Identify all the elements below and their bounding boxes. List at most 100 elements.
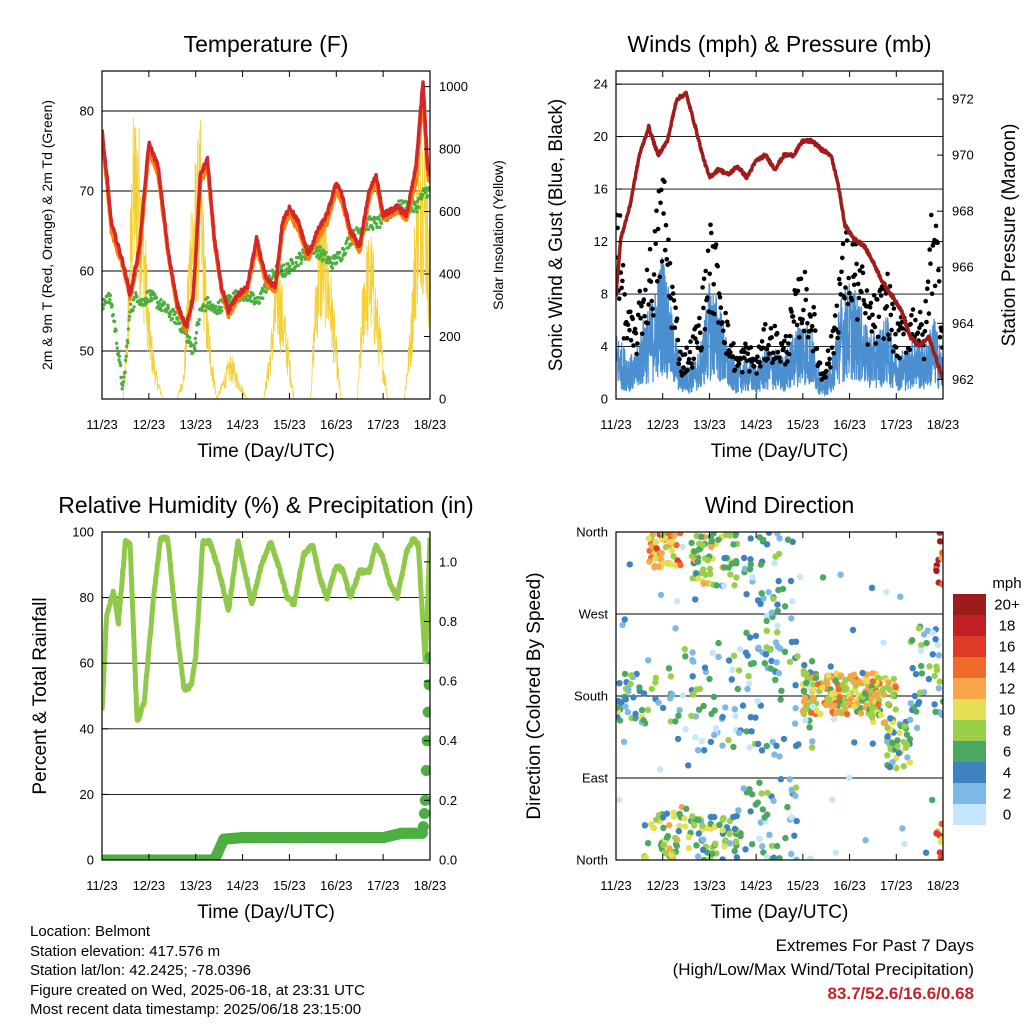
speed-legend: mph 20+ 18 16 14 12 10 8 6 4 2 0	[953, 575, 1022, 825]
point-dewpoint	[321, 257, 326, 261]
extremes-title: Extremes For Past 7 Days	[775, 936, 974, 955]
point-wind-direction	[909, 637, 916, 644]
point-wind-direction	[789, 598, 796, 605]
point-gust	[800, 317, 805, 322]
point-wind-direction	[896, 729, 903, 737]
y2-tick-label: 600	[439, 204, 461, 219]
point-wind-direction	[929, 651, 936, 658]
point-wind-direction	[739, 702, 747, 709]
point-wind-direction	[939, 549, 943, 556]
point-wind-direction	[741, 565, 749, 572]
point-wind-direction	[893, 754, 900, 762]
point-wind-direction	[809, 738, 816, 745]
point-wind-direction	[777, 776, 785, 783]
point-dewpoint	[135, 295, 139, 299]
legend-swatch	[953, 762, 986, 783]
point-gust	[649, 298, 654, 304]
point-gust	[855, 281, 861, 287]
point-wind-direction	[748, 728, 755, 735]
point-wind-direction	[723, 532, 730, 538]
legend-swatch	[953, 594, 986, 615]
point-gust	[672, 325, 678, 331]
point-wind-direction	[752, 714, 759, 721]
point-wind-direction	[620, 738, 628, 745]
point-gust	[894, 345, 899, 350]
point-gust	[662, 247, 668, 253]
point-wind-direction	[771, 560, 778, 567]
legend-swatch	[953, 636, 986, 657]
point-wind-direction	[792, 792, 799, 800]
point-wind-direction	[843, 711, 851, 718]
point-gust	[758, 364, 763, 369]
point-wind-direction	[768, 609, 775, 616]
point-wind-direction	[802, 705, 810, 713]
plot-border	[101, 70, 431, 400]
point-gust	[865, 342, 870, 347]
point-wind-direction	[819, 684, 826, 691]
point-gust	[886, 332, 891, 338]
point-gust	[867, 315, 872, 321]
point-gust	[677, 356, 682, 362]
point-dewpoint	[171, 308, 176, 312]
point-wind-direction	[760, 595, 767, 602]
point-wind-direction	[719, 742, 726, 749]
point-dewpoint	[108, 298, 112, 302]
point-gust	[658, 200, 663, 206]
point-dewpoint	[118, 363, 123, 368]
point-gust	[770, 350, 776, 356]
point-wind-direction	[656, 766, 664, 773]
point-dewpoint	[166, 306, 170, 310]
point-dewpoint	[317, 249, 322, 253]
point-wind-direction	[901, 723, 908, 730]
series-9m-temperature	[102, 93, 430, 334]
y-tick-label: 60	[80, 656, 94, 671]
point-wind-direction	[709, 649, 716, 656]
point-wind-direction	[672, 834, 679, 842]
point-wind-direction	[939, 698, 943, 705]
x-tick-label: 14/23	[226, 878, 259, 893]
extremes-box: Extremes For Past 7 Days (High/Low/Max W…	[673, 934, 974, 1006]
point-dewpoint	[248, 294, 253, 298]
point-gust	[936, 279, 942, 284]
point-dewpoint	[122, 375, 126, 379]
point-gust	[708, 222, 713, 228]
point-wind-direction	[765, 532, 773, 536]
point-wind-direction	[907, 716, 914, 723]
point-wind-direction	[729, 666, 736, 673]
point-gust	[666, 237, 671, 243]
point-gust	[801, 328, 807, 334]
point-wind-direction	[884, 752, 891, 759]
point-gust	[646, 302, 651, 307]
point-wind-direction	[632, 710, 639, 717]
point-wind-direction	[632, 715, 639, 722]
recent-timestamp: Most recent data timestamp: 2025/06/18 2…	[30, 1001, 362, 1018]
point-wind-direction	[772, 676, 779, 683]
point-wind-direction	[890, 675, 897, 683]
point-wind-direction	[765, 589, 772, 596]
point-gust	[851, 282, 857, 288]
x-axis-label: Time (Day/UTC)	[711, 441, 849, 462]
y2-tick-label: 200	[439, 329, 461, 344]
point-gust	[842, 296, 847, 301]
point-wind-direction	[733, 812, 740, 820]
point-wind-direction	[774, 629, 781, 636]
point-wind-direction	[792, 638, 800, 645]
point-wind-direction	[745, 672, 752, 680]
point-wind-direction	[881, 719, 889, 726]
point-gust	[794, 322, 800, 328]
point-wind-direction	[681, 646, 688, 653]
point-wind-direction	[849, 626, 857, 634]
point-wind-direction	[721, 554, 728, 562]
point-wind-direction	[884, 700, 892, 708]
point-wind-direction	[660, 824, 667, 831]
point-gust	[929, 212, 934, 218]
point-wind-direction	[730, 743, 737, 751]
point-gust	[688, 339, 693, 344]
point-wind-direction	[645, 657, 652, 664]
point-wind-direction	[895, 749, 903, 757]
point-wind-direction	[918, 642, 925, 649]
point-wind-direction	[688, 712, 695, 720]
point-dewpoint	[299, 258, 304, 262]
y-tick-label: 24	[594, 77, 608, 92]
y2-tick-label: 800	[439, 142, 461, 157]
